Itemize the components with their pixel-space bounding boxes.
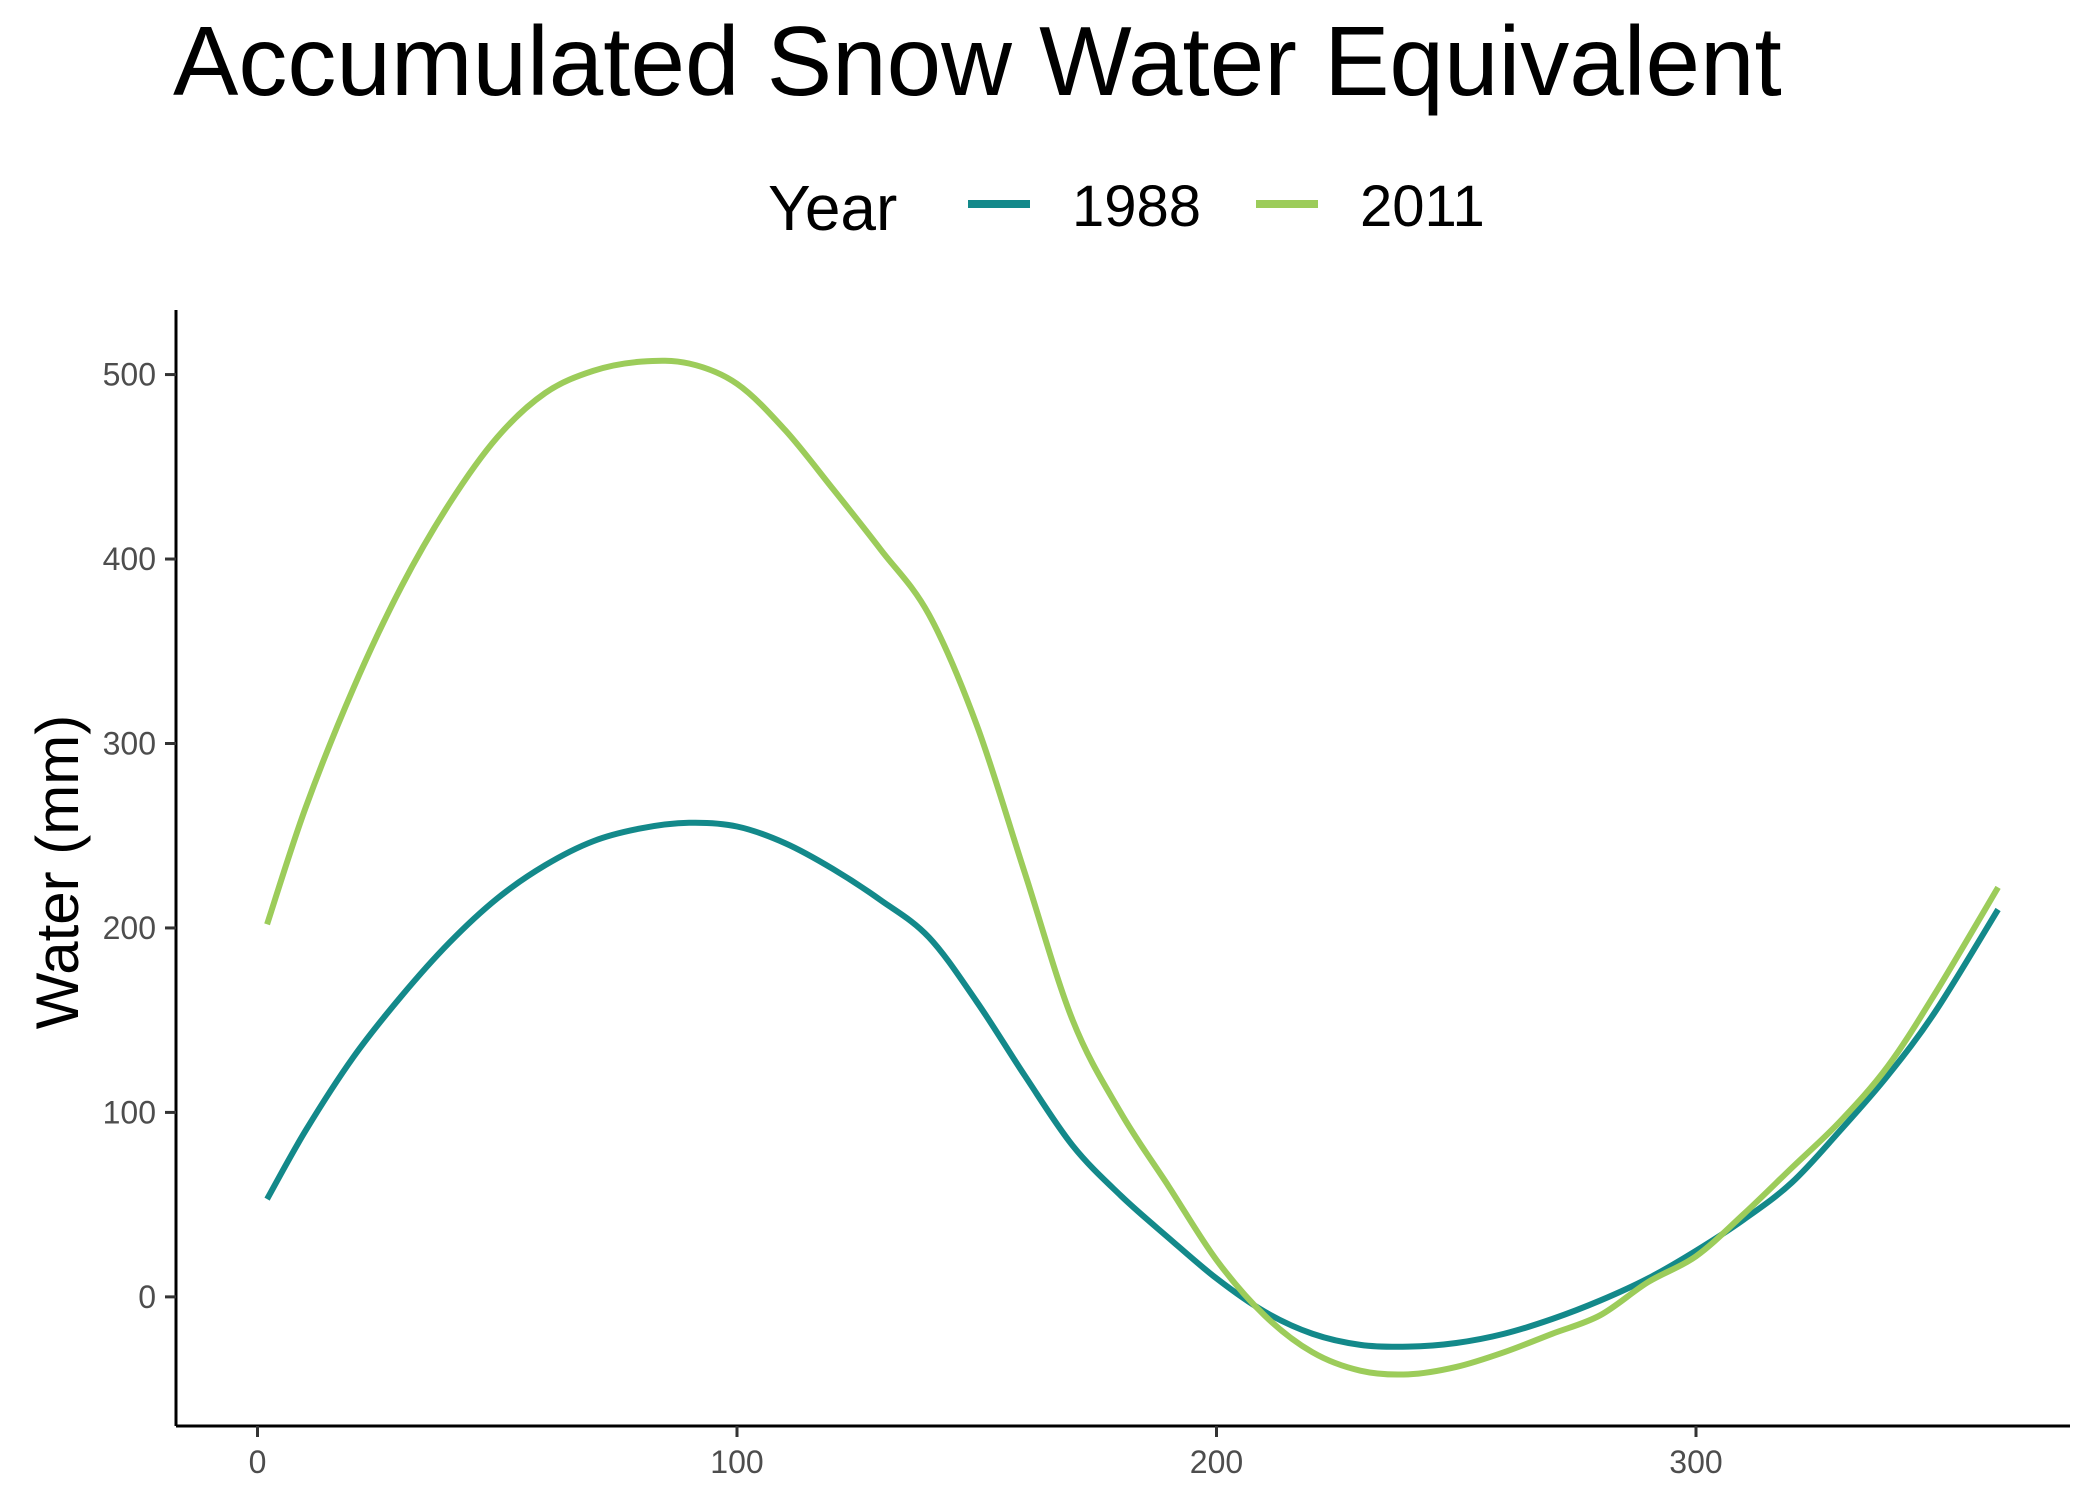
- chart-title: Accumulated Snow Water Equivalent: [173, 6, 1782, 116]
- y-tick-label-2: 200: [103, 910, 156, 946]
- x-tick-label-3: 300: [1669, 1444, 1722, 1480]
- y-tick-label-5: 500: [103, 357, 156, 393]
- series-line-2011: [264, 357, 2001, 1378]
- y-ticks: 0 100 200 300 400 500: [103, 357, 176, 1315]
- y-axis-title: Water (mm): [24, 715, 91, 1029]
- legend-label-2011: 2011: [1360, 174, 1485, 239]
- y-tick-label-0: 0: [138, 1279, 156, 1315]
- series-layer: [264, 357, 2001, 1378]
- x-tick-label-1: 100: [710, 1444, 763, 1480]
- series-line-1988: [264, 819, 2001, 1350]
- x-tick-label-0: 0: [249, 1444, 267, 1480]
- y-tick-label-3: 300: [103, 725, 156, 761]
- legend-label-1988: 1988: [1072, 174, 1201, 239]
- x-tick-label-2: 200: [1190, 1444, 1243, 1480]
- plot-area: 0 100 200 300 400 500 0 100 200 300: [103, 310, 2070, 1480]
- y-tick-label-1: 100: [103, 1094, 156, 1130]
- legend: Year 1988 2011: [768, 172, 1485, 244]
- x-ticks: 0 100 200 300: [249, 1426, 1723, 1480]
- y-tick-label-4: 400: [103, 541, 156, 577]
- legend-title: Year: [768, 172, 897, 244]
- legend-entries: 1988 2011: [968, 174, 1485, 239]
